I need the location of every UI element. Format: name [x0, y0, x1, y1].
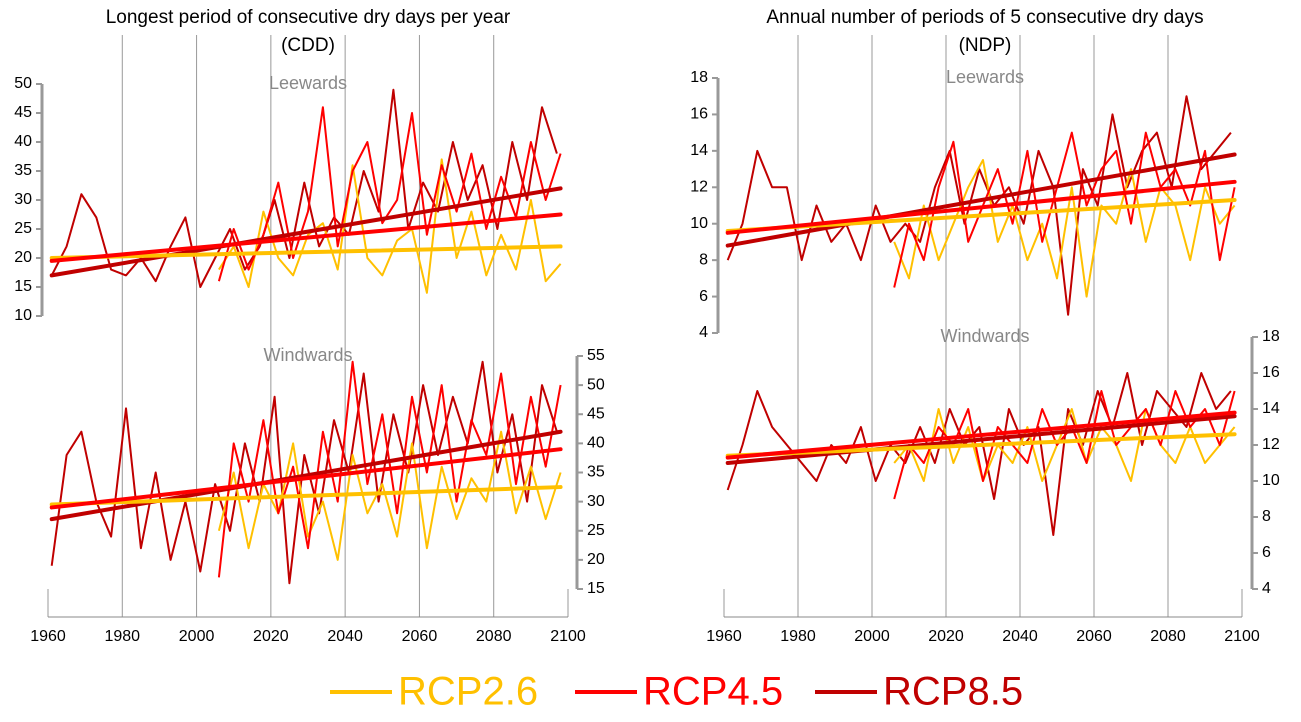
panel-label: Windwards: [263, 345, 352, 365]
panel-label: Leewards: [269, 73, 347, 93]
y-tick-label: 55: [587, 347, 605, 364]
legend-label: RCP4.5: [643, 670, 783, 714]
chart-title: Annual number of periods of 5 consecutiv…: [766, 7, 1203, 28]
y-tick-label: 10: [690, 215, 708, 232]
x-tick-label: 1960: [706, 628, 742, 645]
y-tick-label: 8: [1262, 508, 1271, 525]
x-tick-label: 2080: [1150, 628, 1186, 645]
y-tick-label: 10: [14, 307, 32, 324]
y-tick-label: 50: [14, 75, 32, 92]
x-tick-label: 2040: [1002, 628, 1038, 645]
x-tick-label: 2100: [550, 628, 586, 645]
y-tick-label: 15: [587, 580, 605, 597]
y-tick-label: 12: [690, 179, 708, 196]
y-tick-label: 14: [690, 142, 708, 159]
y-tick-label: 14: [1262, 400, 1280, 417]
trend-line: [49, 485, 563, 507]
series-line: [893, 159, 1236, 298]
y-tick-label: 25: [587, 522, 605, 539]
y-tick-label: 10: [1262, 472, 1280, 489]
y-tick-label: 16: [1262, 364, 1280, 381]
y-tick-label: 50: [587, 376, 605, 393]
y-tick-label: 35: [14, 162, 32, 179]
x-tick-label: 1980: [780, 628, 816, 645]
y-tick-label: 25: [14, 220, 32, 237]
y-tick-label: 6: [699, 288, 708, 305]
chart-title: Longest period of consecutive dry days p…: [106, 7, 511, 28]
panel-label: Windwards: [940, 326, 1029, 346]
x-tick-label: 2100: [1224, 628, 1260, 645]
y-tick-label: 35: [587, 464, 605, 481]
trend-line: [725, 410, 1237, 460]
y-tick-label: 30: [587, 493, 605, 510]
trend-line: [49, 447, 563, 510]
y-tick-label: 15: [14, 278, 32, 295]
y-tick-label: 4: [1262, 580, 1271, 597]
trend-line: [725, 179, 1237, 235]
y-tick-label: 45: [14, 104, 32, 121]
chart-subtitle: (CDD): [281, 35, 335, 56]
x-tick-label: 2060: [402, 628, 438, 645]
y-tick-label: 6: [1262, 544, 1271, 561]
y-tick-label: 18: [1262, 328, 1280, 345]
legend-label: RCP8.5: [883, 670, 1023, 714]
x-tick-label: 2060: [1076, 628, 1112, 645]
x-tick-label: 2080: [476, 628, 512, 645]
y-tick-label: 4: [699, 324, 708, 341]
legend-label: RCP2.6: [398, 670, 538, 714]
y-tick-label: 18: [690, 69, 708, 86]
x-tick-label: 2000: [179, 628, 215, 645]
y-tick-label: 8: [699, 251, 708, 268]
series-line: [726, 372, 1232, 536]
x-tick-label: 2020: [253, 628, 289, 645]
x-tick-label: 1960: [30, 628, 66, 645]
y-tick-label: 30: [14, 191, 32, 208]
trend-line: [725, 414, 1237, 465]
x-tick-label: 2040: [327, 628, 363, 645]
y-tick-label: 20: [14, 249, 32, 266]
series-line: [50, 88, 558, 288]
trend-line: [49, 429, 563, 522]
y-tick-label: 45: [587, 405, 605, 422]
panel-label: Leewards: [946, 67, 1024, 87]
x-tick-label: 2020: [928, 628, 964, 645]
chart-subtitle: (NDP): [959, 35, 1012, 56]
y-tick-label: 20: [587, 551, 605, 568]
x-tick-label: 1980: [104, 628, 140, 645]
series-line: [50, 360, 558, 585]
trend-line: [49, 212, 563, 263]
trend-line: [725, 152, 1237, 248]
series-line: [217, 430, 562, 561]
y-tick-label: 40: [14, 133, 32, 150]
series-line: [218, 158, 562, 294]
y-tick-label: 16: [690, 106, 708, 123]
x-tick-label: 2000: [854, 628, 890, 645]
series-line: [217, 106, 562, 282]
y-tick-label: 40: [587, 435, 605, 452]
trend-line: [49, 244, 563, 260]
y-tick-label: 12: [1262, 436, 1280, 453]
trend-line: [49, 186, 563, 278]
trend-line: [725, 432, 1237, 458]
series-line: [893, 131, 1236, 288]
